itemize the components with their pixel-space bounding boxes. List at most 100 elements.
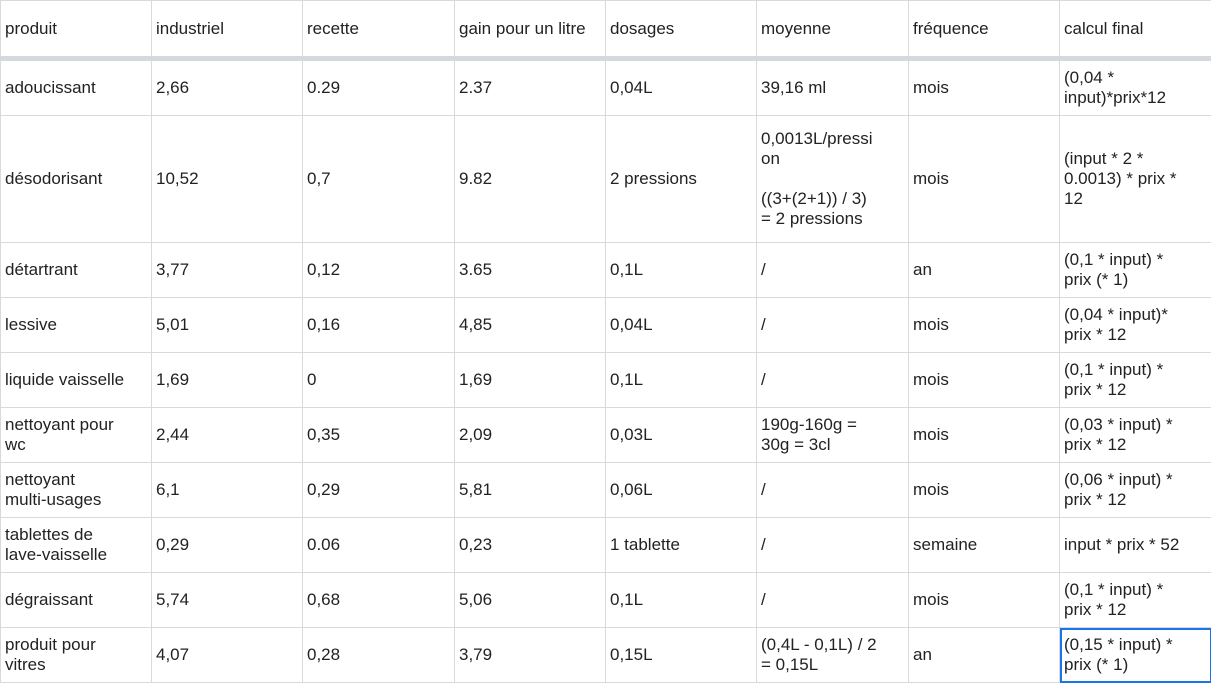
table-cell[interactable]: 10,52: [151, 115, 303, 243]
table-cell[interactable]: semaine: [908, 517, 1060, 573]
table-cell[interactable]: 0,1L: [605, 242, 757, 298]
table-cell[interactable]: /: [756, 297, 909, 353]
cell-value: 4,07: [156, 645, 190, 664]
table-cell[interactable]: nettoyant multi-usages: [0, 462, 152, 518]
table-cell[interactable]: détartrant: [0, 242, 152, 298]
table-cell[interactable]: 2,44: [151, 407, 303, 463]
table-cell[interactable]: (0,03 * input) * prix * 12: [1059, 407, 1211, 463]
table-cell[interactable]: 0,28: [302, 627, 455, 683]
table-cell[interactable]: mois: [908, 407, 1060, 463]
table-cell[interactable]: 6,1: [151, 462, 303, 518]
table-cell[interactable]: 5,06: [454, 572, 606, 628]
table-cell[interactable]: 0,7: [302, 115, 455, 243]
table-cell[interactable]: 0,23: [454, 517, 606, 573]
table-cell[interactable]: 5,81: [454, 462, 606, 518]
table-cell[interactable]: 0,04L: [605, 58, 757, 116]
table-cell[interactable]: 2.37: [454, 58, 606, 116]
table-cell[interactable]: (0,1 * input) * prix (* 1): [1059, 242, 1211, 298]
table-cell[interactable]: mois: [908, 297, 1060, 353]
table-cell[interactable]: 0,06L: [605, 462, 757, 518]
header-cell[interactable]: gain pour un litre: [454, 0, 606, 61]
cell-value: liquide vaisselle: [5, 370, 125, 389]
table-cell[interactable]: 0,35: [302, 407, 455, 463]
table-cell[interactable]: input * prix * 52: [1059, 517, 1211, 573]
table-cell[interactable]: 2 pressions: [605, 115, 757, 243]
table-cell[interactable]: mois: [908, 572, 1060, 628]
table-cell[interactable]: 1 tablette: [605, 517, 757, 573]
table-cell[interactable]: 3.65: [454, 242, 606, 298]
header-cell[interactable]: calcul final: [1059, 0, 1211, 61]
table-cell[interactable]: 0,03L: [605, 407, 757, 463]
table-cell[interactable]: mois: [908, 58, 1060, 116]
cell-value: 0,04L: [610, 78, 653, 97]
cell-value: 190g-160g = 30g = 3cl: [761, 415, 857, 454]
table-cell[interactable]: 0,04L: [605, 297, 757, 353]
table-cell[interactable]: 0,1L: [605, 352, 757, 408]
table-cell[interactable]: /: [756, 462, 909, 518]
cell-value: 0,7: [307, 169, 331, 188]
table-cell[interactable]: /: [756, 517, 909, 573]
header-cell[interactable]: moyenne: [756, 0, 909, 61]
table-cell[interactable]: 5,01: [151, 297, 303, 353]
table-cell[interactable]: 39,16 ml: [756, 58, 909, 116]
cell-value: 1,69: [459, 370, 493, 389]
table-cell[interactable]: /: [756, 352, 909, 408]
table-cell[interactable]: (0,1 * input) * prix * 12: [1059, 572, 1211, 628]
cell-value: 5,01: [156, 315, 190, 334]
table-cell[interactable]: mois: [908, 115, 1060, 243]
table-cell[interactable]: (input * 2 * 0.0013) * prix * 12: [1059, 115, 1211, 243]
header-cell[interactable]: produit: [0, 0, 152, 61]
table-cell[interactable]: 4,85: [454, 297, 606, 353]
table-cell[interactable]: 4,07: [151, 627, 303, 683]
table-cell[interactable]: 0,15L: [605, 627, 757, 683]
table-cell[interactable]: 0,68: [302, 572, 455, 628]
cell-value: /: [761, 260, 766, 279]
table-cell[interactable]: 1,69: [454, 352, 606, 408]
table-cell[interactable]: 0,29: [151, 517, 303, 573]
table-cell[interactable]: mois: [908, 462, 1060, 518]
header-cell[interactable]: dosages: [605, 0, 757, 61]
header-cell[interactable]: industriel: [151, 0, 303, 61]
table-cell[interactable]: tablettes de lave-vaisselle: [0, 517, 152, 573]
table-cell[interactable]: (0,04 * input)* prix * 12: [1059, 297, 1211, 353]
table-cell[interactable]: 3,79: [454, 627, 606, 683]
table-cell[interactable]: dégraissant: [0, 572, 152, 628]
table-cell[interactable]: 0,16: [302, 297, 455, 353]
table-cell[interactable]: 0,1L: [605, 572, 757, 628]
table-cell[interactable]: nettoyant pour wc: [0, 407, 152, 463]
table-cell[interactable]: an: [908, 627, 1060, 683]
table-cell[interactable]: adoucissant: [0, 58, 152, 116]
table-cell[interactable]: liquide vaisselle: [0, 352, 152, 408]
table-cell[interactable]: 9.82: [454, 115, 606, 243]
table-cell[interactable]: 0.06: [302, 517, 455, 573]
table-cell[interactable]: 5,74: [151, 572, 303, 628]
table-cell[interactable]: 0,0013L/pressi on ((3+(2+1)) / 3) = 2 pr…: [756, 115, 909, 243]
table-cell[interactable]: (0,06 * input) * prix * 12: [1059, 462, 1211, 518]
table-cell[interactable]: (0,04 * input)*prix*12: [1059, 58, 1211, 116]
table-cell[interactable]: produit pour vitres: [0, 627, 152, 683]
header-label: moyenne: [761, 18, 831, 38]
selected-cell[interactable]: (0,15 * input) * prix (* 1): [1059, 627, 1211, 683]
header-label: gain pour un litre: [459, 18, 586, 38]
table-cell[interactable]: 0: [302, 352, 455, 408]
table-cell[interactable]: 2,09: [454, 407, 606, 463]
table-cell[interactable]: désodorisant: [0, 115, 152, 243]
table-cell[interactable]: 190g-160g = 30g = 3cl: [756, 407, 909, 463]
table-cell[interactable]: (0,4L - 0,1L) / 2 = 0,15L: [756, 627, 909, 683]
table-cell[interactable]: (0,1 * input) * prix * 12: [1059, 352, 1211, 408]
header-cell[interactable]: recette: [302, 0, 455, 61]
table-cell[interactable]: 0,29: [302, 462, 455, 518]
table-cell[interactable]: /: [756, 242, 909, 298]
table-cell[interactable]: 2,66: [151, 58, 303, 116]
table-cell[interactable]: 0,12: [302, 242, 455, 298]
table-cell[interactable]: /: [756, 572, 909, 628]
table-cell[interactable]: mois: [908, 352, 1060, 408]
table-cell[interactable]: 3,77: [151, 242, 303, 298]
table-cell[interactable]: an: [908, 242, 1060, 298]
table-cell[interactable]: 1,69: [151, 352, 303, 408]
header-cell[interactable]: fréquence: [908, 0, 1060, 61]
table-cell[interactable]: lessive: [0, 297, 152, 353]
table-cell[interactable]: 0.29: [302, 58, 455, 116]
cell-value: 0,23: [459, 535, 493, 554]
